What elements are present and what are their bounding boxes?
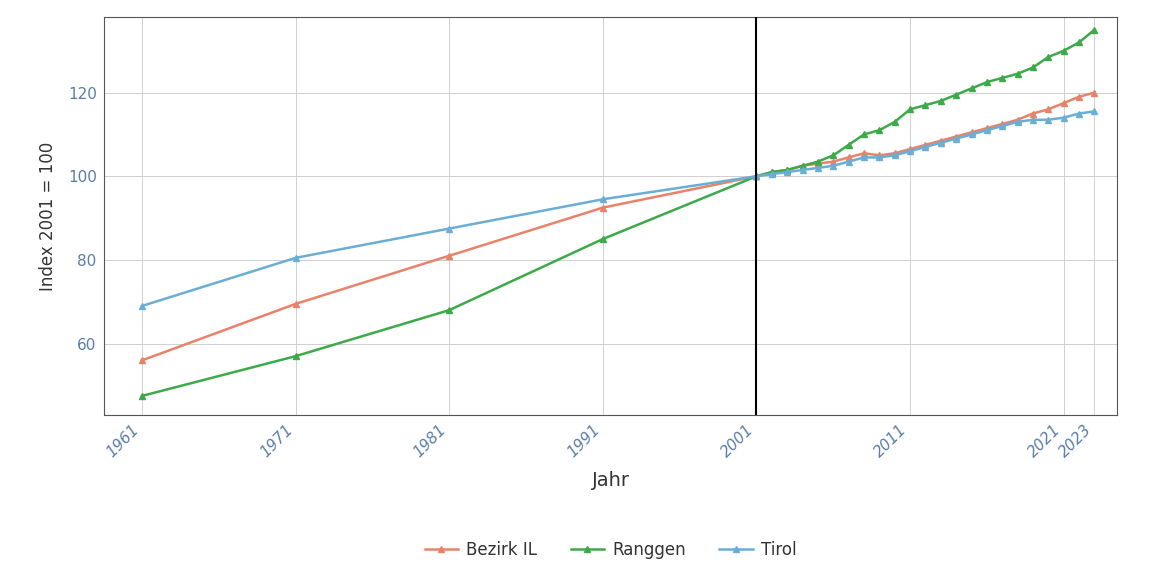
Tirol (750, 173, 764, 180)
Bezirk IL (826, 158, 840, 165)
Ranggen (995, 74, 1009, 81)
Tirol (765, 170, 779, 177)
Bezirk IL (135, 357, 149, 364)
Bezirk IL (289, 301, 303, 308)
Bezirk IL (934, 137, 948, 144)
Bezirk IL (442, 252, 456, 259)
Tirol (872, 154, 886, 161)
Ranggen (980, 79, 994, 86)
Tirol (780, 169, 794, 176)
Ranggen (596, 236, 609, 242)
Tirol (888, 152, 902, 159)
Bezirk IL (1087, 89, 1101, 96)
Tirol (949, 135, 963, 142)
Bezirk IL (903, 146, 917, 153)
Y-axis label: Index 2001 = 100: Index 2001 = 100 (39, 141, 56, 291)
Bezirk IL (1041, 106, 1055, 113)
Ranggen (811, 158, 825, 165)
Bezirk IL (780, 166, 794, 173)
Line: Tirol: Tirol (138, 108, 1098, 309)
Line: Ranggen: Ranggen (138, 26, 1098, 399)
Tirol (964, 131, 978, 138)
Ranggen (934, 97, 948, 104)
Tirol (1026, 116, 1040, 123)
Ranggen (842, 142, 856, 149)
Tirol (596, 196, 609, 203)
Tirol (1041, 116, 1055, 123)
Bezirk IL (796, 162, 810, 169)
Ranggen (1010, 70, 1024, 77)
Ranggen (442, 306, 456, 313)
X-axis label: Jahr: Jahr (592, 471, 629, 490)
Bezirk IL (750, 173, 764, 180)
Tirol (442, 225, 456, 232)
Tirol (842, 158, 856, 165)
Ranggen (1041, 54, 1055, 60)
Tirol (1073, 110, 1086, 117)
Tirol (934, 139, 948, 146)
Ranggen (1026, 64, 1040, 71)
Tirol (995, 123, 1009, 130)
Bezirk IL (1073, 93, 1086, 100)
Ranggen (964, 85, 978, 92)
Ranggen (918, 102, 932, 109)
Line: Bezirk IL: Bezirk IL (138, 89, 1098, 364)
Ranggen (949, 91, 963, 98)
Bezirk IL (888, 150, 902, 157)
Bezirk IL (1010, 116, 1024, 123)
Tirol (1087, 108, 1101, 115)
Tirol (811, 164, 825, 171)
Ranggen (903, 106, 917, 113)
Tirol (918, 143, 932, 150)
Bezirk IL (980, 124, 994, 131)
Tirol (980, 127, 994, 134)
Legend: Bezirk IL, Ranggen, Tirol: Bezirk IL, Ranggen, Tirol (418, 535, 803, 566)
Ranggen (780, 166, 794, 173)
Tirol (826, 162, 840, 169)
Bezirk IL (842, 154, 856, 161)
Ranggen (1073, 39, 1086, 46)
Bezirk IL (765, 169, 779, 176)
Ranggen (135, 392, 149, 399)
Tirol (1056, 114, 1070, 121)
Tirol (289, 255, 303, 262)
Ranggen (888, 119, 902, 126)
Bezirk IL (1026, 110, 1040, 117)
Ranggen (826, 152, 840, 159)
Ranggen (289, 353, 303, 359)
Bezirk IL (964, 129, 978, 136)
Tirol (796, 166, 810, 173)
Tirol (903, 147, 917, 154)
Ranggen (750, 173, 764, 180)
Bezirk IL (918, 142, 932, 149)
Ranggen (1087, 26, 1101, 33)
Ranggen (796, 162, 810, 169)
Tirol (135, 302, 149, 309)
Bezirk IL (872, 152, 886, 159)
Bezirk IL (811, 160, 825, 167)
Bezirk IL (857, 150, 871, 157)
Ranggen (857, 131, 871, 138)
Bezirk IL (596, 204, 609, 211)
Bezirk IL (1056, 100, 1070, 107)
Tirol (857, 154, 871, 161)
Ranggen (872, 127, 886, 134)
Ranggen (765, 169, 779, 176)
Ranggen (1056, 47, 1070, 54)
Bezirk IL (949, 133, 963, 140)
Bezirk IL (995, 120, 1009, 127)
Tirol (1010, 119, 1024, 126)
